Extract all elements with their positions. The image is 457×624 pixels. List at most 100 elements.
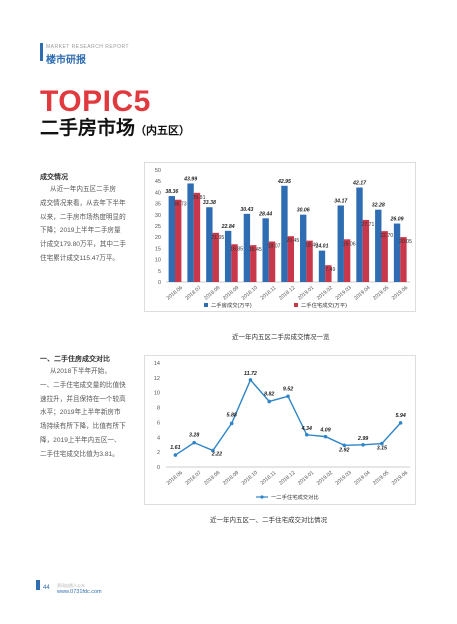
section2-line: 降，2019上半年内五区一、 [40, 436, 121, 444]
y-tick-label: 50 [155, 168, 161, 174]
bar-second-hand [300, 214, 307, 282]
data-point [192, 440, 196, 445]
data-label: 5.94 [395, 413, 405, 419]
data-point [323, 434, 328, 439]
data-label: 16.45 [249, 247, 262, 253]
data-label: 4.34 [301, 426, 312, 432]
section2-line: 从2018下半年开始， [50, 368, 111, 375]
x-tick-label: 2018.06 [166, 285, 184, 302]
footer-accent-bar [36, 580, 40, 590]
bar-residential [231, 244, 238, 282]
data-point [304, 432, 309, 437]
x-tick-label: 2018.10 [241, 285, 259, 302]
y-tick-label: 2 [157, 450, 160, 456]
data-label: 3.28 [189, 433, 199, 439]
data-point [342, 443, 347, 448]
section1-title: 成交情况 [40, 174, 68, 181]
bar-residential [250, 245, 257, 282]
footer-small-text: 资讯自然人公众 [57, 583, 85, 588]
data-label: 21.95 [211, 235, 224, 241]
x-tick-label: 2018.11 [260, 285, 278, 301]
data-label: 5.88 [227, 412, 237, 418]
data-label: 43.99 [183, 176, 197, 182]
data-label: 19.06 [343, 241, 356, 247]
data-label: 3.15 [377, 446, 388, 452]
bar-residential [193, 192, 201, 282]
data-label: 2.92 [338, 447, 349, 453]
data-label: 4.09 [319, 428, 330, 434]
header-small-text: MARKET RESEARCH REPORT [46, 44, 130, 50]
y-tick-label: 30 [155, 213, 161, 219]
page-heading: 二手房市场（内五区） [40, 118, 190, 142]
y-tick-label: 10 [155, 258, 161, 264]
bar-residential [212, 232, 219, 282]
section-header-title: 楼市研报 [46, 55, 86, 66]
header-accent-bar [40, 43, 43, 61]
bar-residential [400, 237, 407, 282]
data-label: 28.44 [258, 211, 272, 217]
data-point [380, 441, 384, 446]
x-tick-label: 2018.07 [184, 470, 202, 487]
data-label: 36.73 [174, 202, 187, 208]
bar-second-hand [262, 218, 269, 282]
data-label: 2.22 [211, 452, 222, 458]
bar-second-hand [337, 205, 344, 282]
section1-line: 住宅累计成交115.47万平。 [40, 254, 120, 262]
data-label: 14.01 [315, 244, 328, 250]
x-tick-label: 2019.03 [335, 470, 353, 487]
y-tick-label: 35 [155, 202, 161, 208]
y-tick-label: 14 [154, 361, 160, 367]
page-heading-main: 二手房市场 [40, 118, 136, 139]
data-label: 27.71 [361, 222, 374, 228]
bar-residential [306, 240, 313, 282]
chart2-caption: 近一年内五区一、二手住宅成交对比情况 [210, 517, 327, 524]
y-tick-label: 10 [154, 391, 160, 397]
x-tick-label: 2019.06 [391, 285, 409, 302]
data-point [286, 394, 290, 399]
y-tick-label: 6 [157, 420, 160, 426]
section2-line: 二手住宅成交比值为3.81。 [40, 450, 119, 458]
section1-line: 下降；2019上半年二手房量 [40, 227, 121, 235]
section1-line: 从近一年内五区二手房 [50, 186, 116, 193]
bar-second-hand [243, 213, 251, 282]
bar-residential [175, 199, 182, 282]
data-label: 30.06 [297, 208, 310, 214]
bar-residential [287, 236, 295, 282]
y-tick-label: 20 [155, 235, 161, 241]
bar-second-hand [206, 207, 213, 282]
data-label: 42.17 [352, 181, 367, 187]
legend-swatch [204, 303, 208, 307]
data-label: 18.46 [305, 243, 318, 249]
data-label: 1.61 [170, 445, 180, 451]
bar-residential [268, 241, 276, 282]
data-label: 30.43 [240, 207, 253, 213]
bar-second-hand [375, 209, 382, 282]
x-tick-label: 2019.04 [353, 285, 371, 302]
x-tick-label: 2018.09 [222, 285, 240, 302]
chart-frame [144, 355, 416, 505]
section1-body: 从近一年内五区二手房 成交情况来看，从去年下半年 以来，二手房市场热度明显的 下… [40, 183, 136, 266]
x-tick-label: 2019.05 [372, 285, 390, 302]
data-label: 20.05 [399, 239, 412, 245]
section2-line: 速拉升，并且保持在一个较高 [40, 395, 126, 403]
data-point [173, 453, 178, 457]
bar-chart: 0 5 10 15 20 25 30 35 40 45 50 38.36 36.73 2018.06 43.… [144, 162, 416, 312]
y-tick-label: 15 [155, 246, 161, 252]
x-tick-label: 2018.09 [222, 470, 240, 487]
x-tick-label: 2018.07 [184, 285, 202, 302]
y-tick-label: 45 [155, 179, 161, 185]
page-heading-sub: （内五区） [135, 125, 191, 137]
legend-label: 一二手住宅成交对比 [271, 493, 319, 501]
section1-line: 成交情况来看，从去年下半年 [40, 199, 126, 207]
data-label: 11.72 [244, 371, 257, 377]
footer-url[interactable]: www.0731fdc.com [57, 589, 102, 595]
bar-residential [343, 239, 351, 282]
data-point [361, 442, 365, 447]
x-tick-label: 2019.05 [372, 470, 390, 487]
legend-label: 二手住宅成交(万平) [301, 301, 347, 309]
section2-line: 一、二手住宅成交量的比值快 [40, 381, 126, 389]
y-tick-label: 0 [158, 280, 161, 286]
x-tick-label: 2019.02 [316, 470, 334, 487]
page-number: 44 [43, 585, 50, 591]
bar-second-hand [318, 250, 326, 282]
